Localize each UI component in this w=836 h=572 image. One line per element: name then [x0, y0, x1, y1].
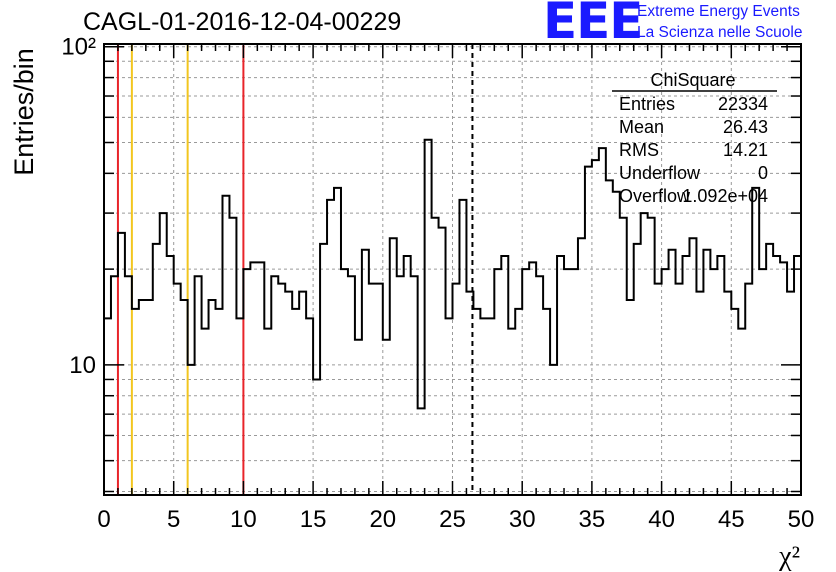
x-tick-label: 10 — [230, 506, 257, 533]
y-tick-label: 10² — [61, 34, 96, 61]
stats-value-overflow: 1.092e+04 — [682, 186, 768, 206]
stats-value-rms: 14.21 — [723, 140, 768, 160]
stats-value-underflow: 0 — [758, 163, 768, 183]
logo-subtitle-line1: Extreme Energy Events — [637, 3, 800, 20]
x-tick-label: 0 — [97, 506, 110, 533]
x-axis-label: χ² — [778, 541, 800, 572]
stats-label-mean: Mean — [619, 117, 664, 137]
page-title: CAGL-01-2016-12-04-00229 — [83, 8, 402, 36]
x-tick-label: 20 — [369, 506, 396, 533]
y-tick-label: 10 — [69, 352, 96, 379]
tick-labels: 0 5 10 15 20 25 30 35 40 45 50 10 10² — [61, 34, 814, 533]
x-tick-label: 30 — [509, 506, 536, 533]
stats-title: ChiSquare — [650, 70, 735, 90]
stats-label-overflow: Overflow — [619, 186, 691, 206]
x-tick-label: 5 — [167, 506, 180, 533]
logo-subtitle-line2: La Scienza nelle Scuole — [637, 24, 803, 41]
y-axis-label: Entries/bin — [9, 48, 39, 176]
stats-value-mean: 26.43 — [723, 117, 768, 137]
eee-logo: EEE Extreme Energy Events La Scienza nel… — [543, 0, 836, 50]
stats-label-underflow: Underflow — [619, 163, 701, 183]
x-tick-label: 45 — [718, 506, 745, 533]
axes — [103, 43, 802, 496]
stats-value-entries: 22334 — [718, 94, 768, 114]
logo-mark: EEE — [543, 0, 643, 50]
x-tick-label: 40 — [648, 506, 675, 533]
x-tick-label: 50 — [788, 506, 815, 533]
x-tick-label: 35 — [579, 506, 606, 533]
stats-label-entries: Entries — [619, 94, 675, 114]
histogram-series — [104, 138, 801, 410]
grid-lines — [104, 44, 801, 495]
stats-box: ChiSquare Entries 22334 Mean 26.43 RMS 1… — [612, 70, 777, 206]
x-tick-label: 25 — [439, 506, 466, 533]
stats-label-rms: RMS — [619, 140, 659, 160]
x-tick-label: 15 — [300, 506, 327, 533]
